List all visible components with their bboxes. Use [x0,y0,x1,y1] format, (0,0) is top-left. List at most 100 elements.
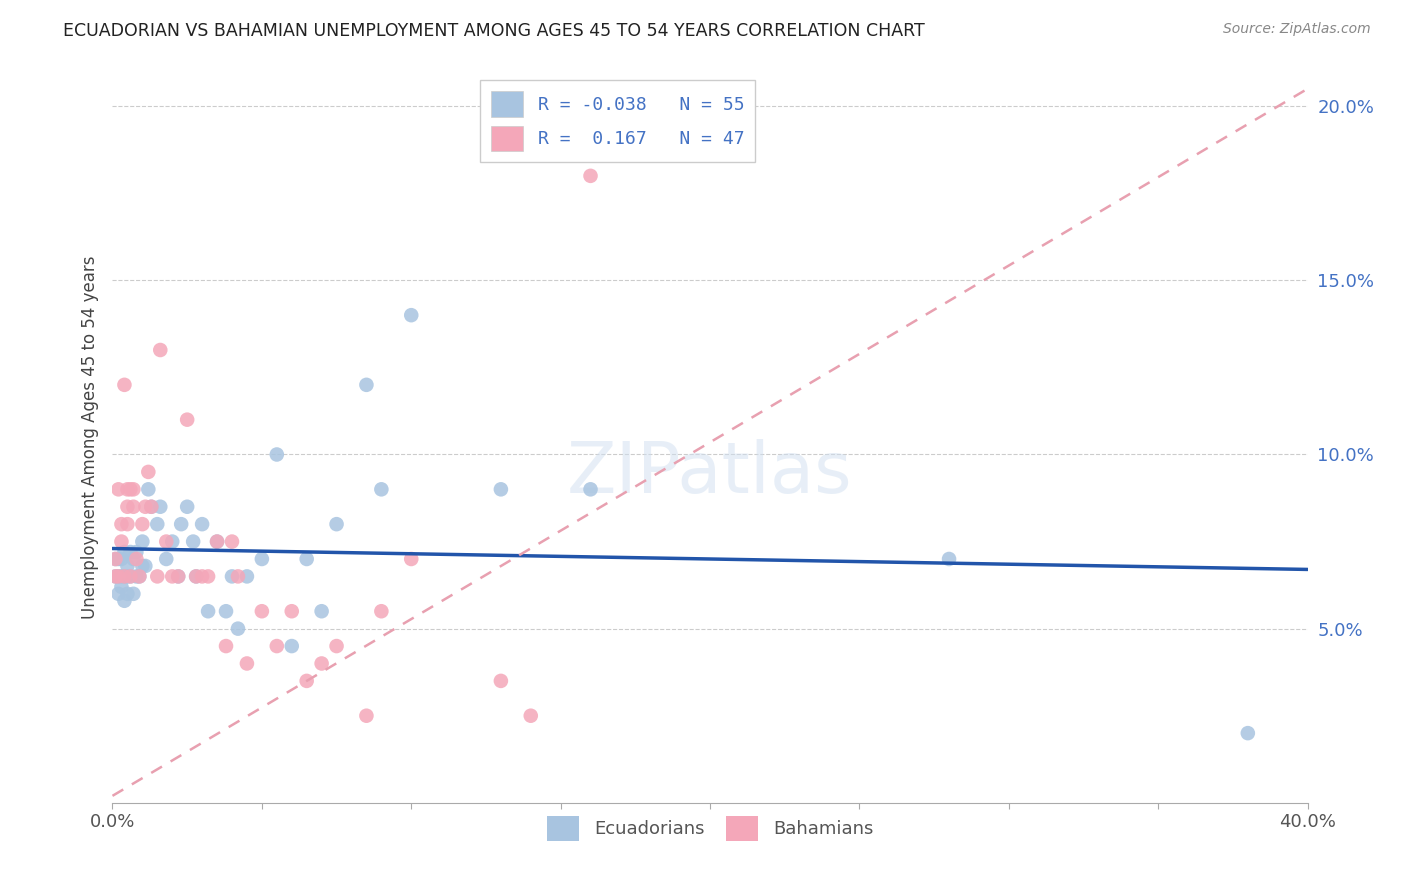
Point [295,673,318,688]
Point [122,483,145,497]
Point [266,639,288,653]
Point [122,552,145,566]
Point [120,483,142,497]
Point [125,552,148,566]
Point [295,552,318,566]
Point [325,517,347,532]
Point [176,412,198,426]
Point [221,569,243,583]
Point [114,377,135,392]
Point [114,545,135,559]
Point [120,569,142,583]
Point [107,587,129,601]
Point [149,500,172,514]
Point [110,552,132,566]
Point [117,500,139,514]
Point [134,558,156,573]
Point [138,483,160,497]
Point [122,500,145,514]
Point [370,604,392,618]
Point [215,639,238,653]
Point [104,552,127,566]
Point [401,308,423,322]
Point [104,569,127,583]
Point [107,552,129,566]
Point [226,622,249,636]
Point [117,587,139,601]
Point [221,534,243,549]
Point [167,569,190,583]
Point [181,534,204,549]
Point [236,569,259,583]
Point [162,534,183,549]
Point [356,708,378,723]
Point [141,500,163,514]
Point [125,545,148,559]
Point [191,569,214,583]
Point [114,569,135,583]
Point [122,587,145,601]
Text: Source: ZipAtlas.com: Source: ZipAtlas.com [1223,22,1371,37]
Point [938,552,960,566]
Point [117,569,139,583]
Point [579,169,602,183]
Point [110,580,132,594]
Point [191,517,214,532]
Point [107,483,129,497]
Point [311,657,333,671]
Text: ZIPatlas: ZIPatlas [567,439,853,508]
Point [138,465,160,479]
Point [114,594,135,608]
Point [141,500,163,514]
Point [104,552,127,566]
Point [370,483,392,497]
Point [155,552,177,566]
Point [311,604,333,618]
Point [117,483,139,497]
Point [128,569,150,583]
Point [110,517,132,532]
Point [110,534,132,549]
Point [266,448,288,462]
Point [579,483,602,497]
Point [131,517,153,532]
Point [125,569,148,583]
Point [167,569,190,583]
Point [117,517,139,532]
Point [489,673,512,688]
Point [281,604,304,618]
Point [134,500,156,514]
Point [520,708,543,723]
Point [149,343,172,357]
Point [186,569,208,583]
Point [146,517,169,532]
Point [117,558,139,573]
Point [186,569,208,583]
Point [110,569,132,583]
Point [489,483,512,497]
Point [356,377,378,392]
Point [120,545,142,559]
Point [107,569,129,583]
Y-axis label: Unemployment Among Ages 45 to 54 years: Unemployment Among Ages 45 to 54 years [80,255,98,619]
Point [250,552,273,566]
Point [162,569,183,583]
Text: ECUADORIAN VS BAHAMIAN UNEMPLOYMENT AMONG AGES 45 TO 54 YEARS CORRELATION CHART: ECUADORIAN VS BAHAMIAN UNEMPLOYMENT AMON… [63,22,925,40]
Point [197,569,219,583]
Point [281,639,304,653]
Point [131,534,153,549]
Point [250,604,273,618]
Point [104,569,127,583]
Point [1237,726,1260,740]
Point [215,604,238,618]
Point [205,534,228,549]
Point [176,500,198,514]
Point [155,534,177,549]
Point [197,604,219,618]
Point [205,534,228,549]
Point [146,569,169,583]
Point [401,552,423,566]
Point [170,517,193,532]
Point [131,558,153,573]
Point [325,639,347,653]
